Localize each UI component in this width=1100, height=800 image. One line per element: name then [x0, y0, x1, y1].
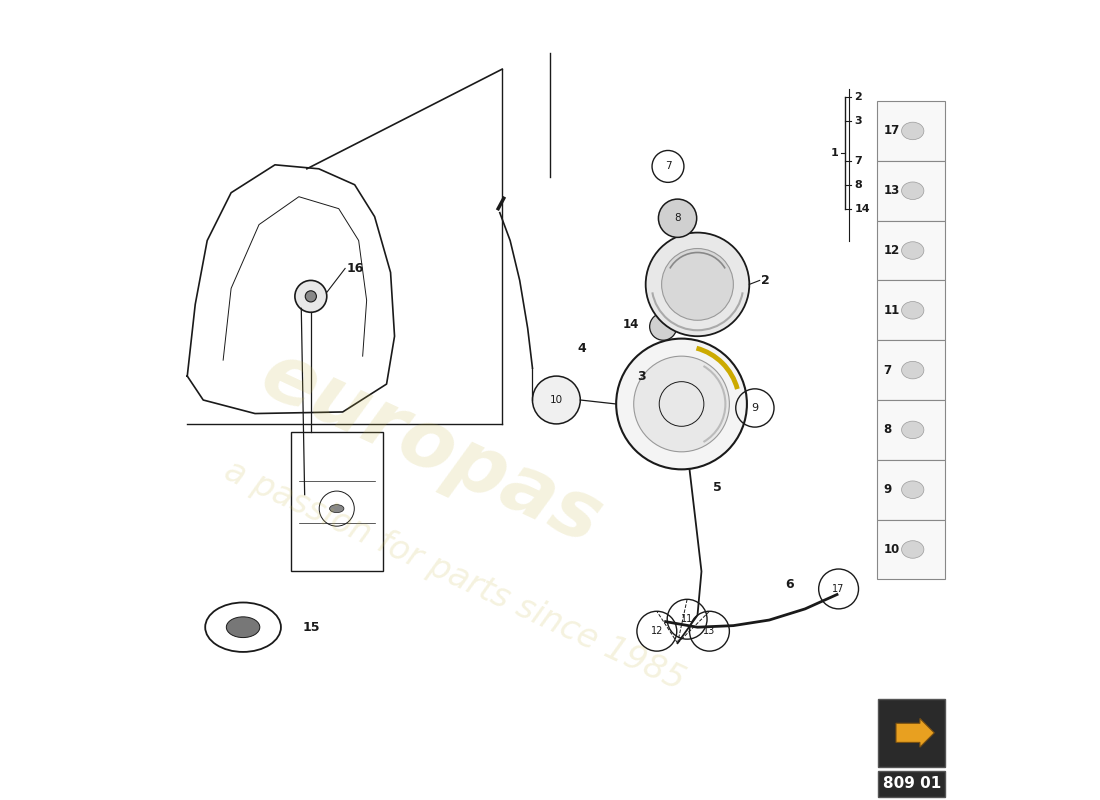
Bar	[877, 101, 945, 161]
Ellipse shape	[902, 421, 924, 438]
Ellipse shape	[227, 617, 260, 638]
Text: 16: 16	[346, 262, 364, 275]
Text: 11: 11	[883, 304, 900, 317]
Bar	[877, 281, 945, 340]
Circle shape	[659, 199, 696, 238]
Text: 13: 13	[883, 184, 900, 198]
Text: 8: 8	[883, 423, 891, 436]
Text: 2: 2	[855, 92, 862, 102]
Bar	[879, 699, 945, 766]
Ellipse shape	[902, 362, 924, 379]
Bar	[877, 221, 945, 281]
Ellipse shape	[902, 122, 924, 140]
Text: 14: 14	[623, 318, 639, 330]
Bar	[877, 460, 945, 519]
Text: 4: 4	[578, 342, 586, 354]
Circle shape	[650, 313, 676, 340]
Text: 14: 14	[855, 204, 870, 214]
Text: 9: 9	[751, 403, 758, 413]
Ellipse shape	[902, 242, 924, 259]
Circle shape	[306, 290, 317, 302]
Text: 8: 8	[855, 180, 862, 190]
Text: 8: 8	[674, 214, 681, 223]
Circle shape	[532, 376, 581, 424]
Bar	[877, 519, 945, 579]
Text: 3: 3	[855, 116, 862, 126]
Text: 17: 17	[883, 125, 900, 138]
Text: 809 01: 809 01	[883, 776, 942, 791]
Ellipse shape	[902, 481, 924, 498]
Text: a passion for parts since 1985: a passion for parts since 1985	[219, 454, 690, 697]
Ellipse shape	[902, 182, 924, 199]
Text: 12: 12	[883, 244, 900, 257]
Text: 5: 5	[714, 481, 723, 494]
Text: 13: 13	[703, 626, 716, 636]
Text: 6: 6	[785, 578, 793, 591]
Text: 10: 10	[883, 543, 900, 556]
Text: europas: europas	[248, 335, 613, 561]
Text: 9: 9	[883, 483, 891, 496]
Text: 7: 7	[664, 162, 671, 171]
Ellipse shape	[330, 505, 344, 513]
Text: 7: 7	[883, 364, 891, 377]
Ellipse shape	[902, 541, 924, 558]
Bar	[879, 770, 945, 797]
Circle shape	[646, 233, 749, 336]
Text: 7: 7	[855, 156, 862, 166]
Circle shape	[295, 281, 327, 312]
Ellipse shape	[902, 302, 924, 319]
Text: 17: 17	[833, 584, 845, 594]
Text: 10: 10	[550, 395, 563, 405]
Bar	[877, 340, 945, 400]
Text: 3: 3	[637, 370, 646, 382]
Text: 1: 1	[830, 148, 838, 158]
Text: 11: 11	[681, 614, 693, 624]
Circle shape	[661, 249, 734, 320]
Bar	[290, 432, 383, 571]
Circle shape	[634, 356, 729, 452]
Bar	[877, 161, 945, 221]
Text: 12: 12	[650, 626, 663, 636]
FancyArrow shape	[896, 718, 934, 747]
Bar	[877, 400, 945, 460]
Circle shape	[616, 338, 747, 470]
Text: 2: 2	[761, 274, 770, 287]
Text: 15: 15	[302, 621, 320, 634]
